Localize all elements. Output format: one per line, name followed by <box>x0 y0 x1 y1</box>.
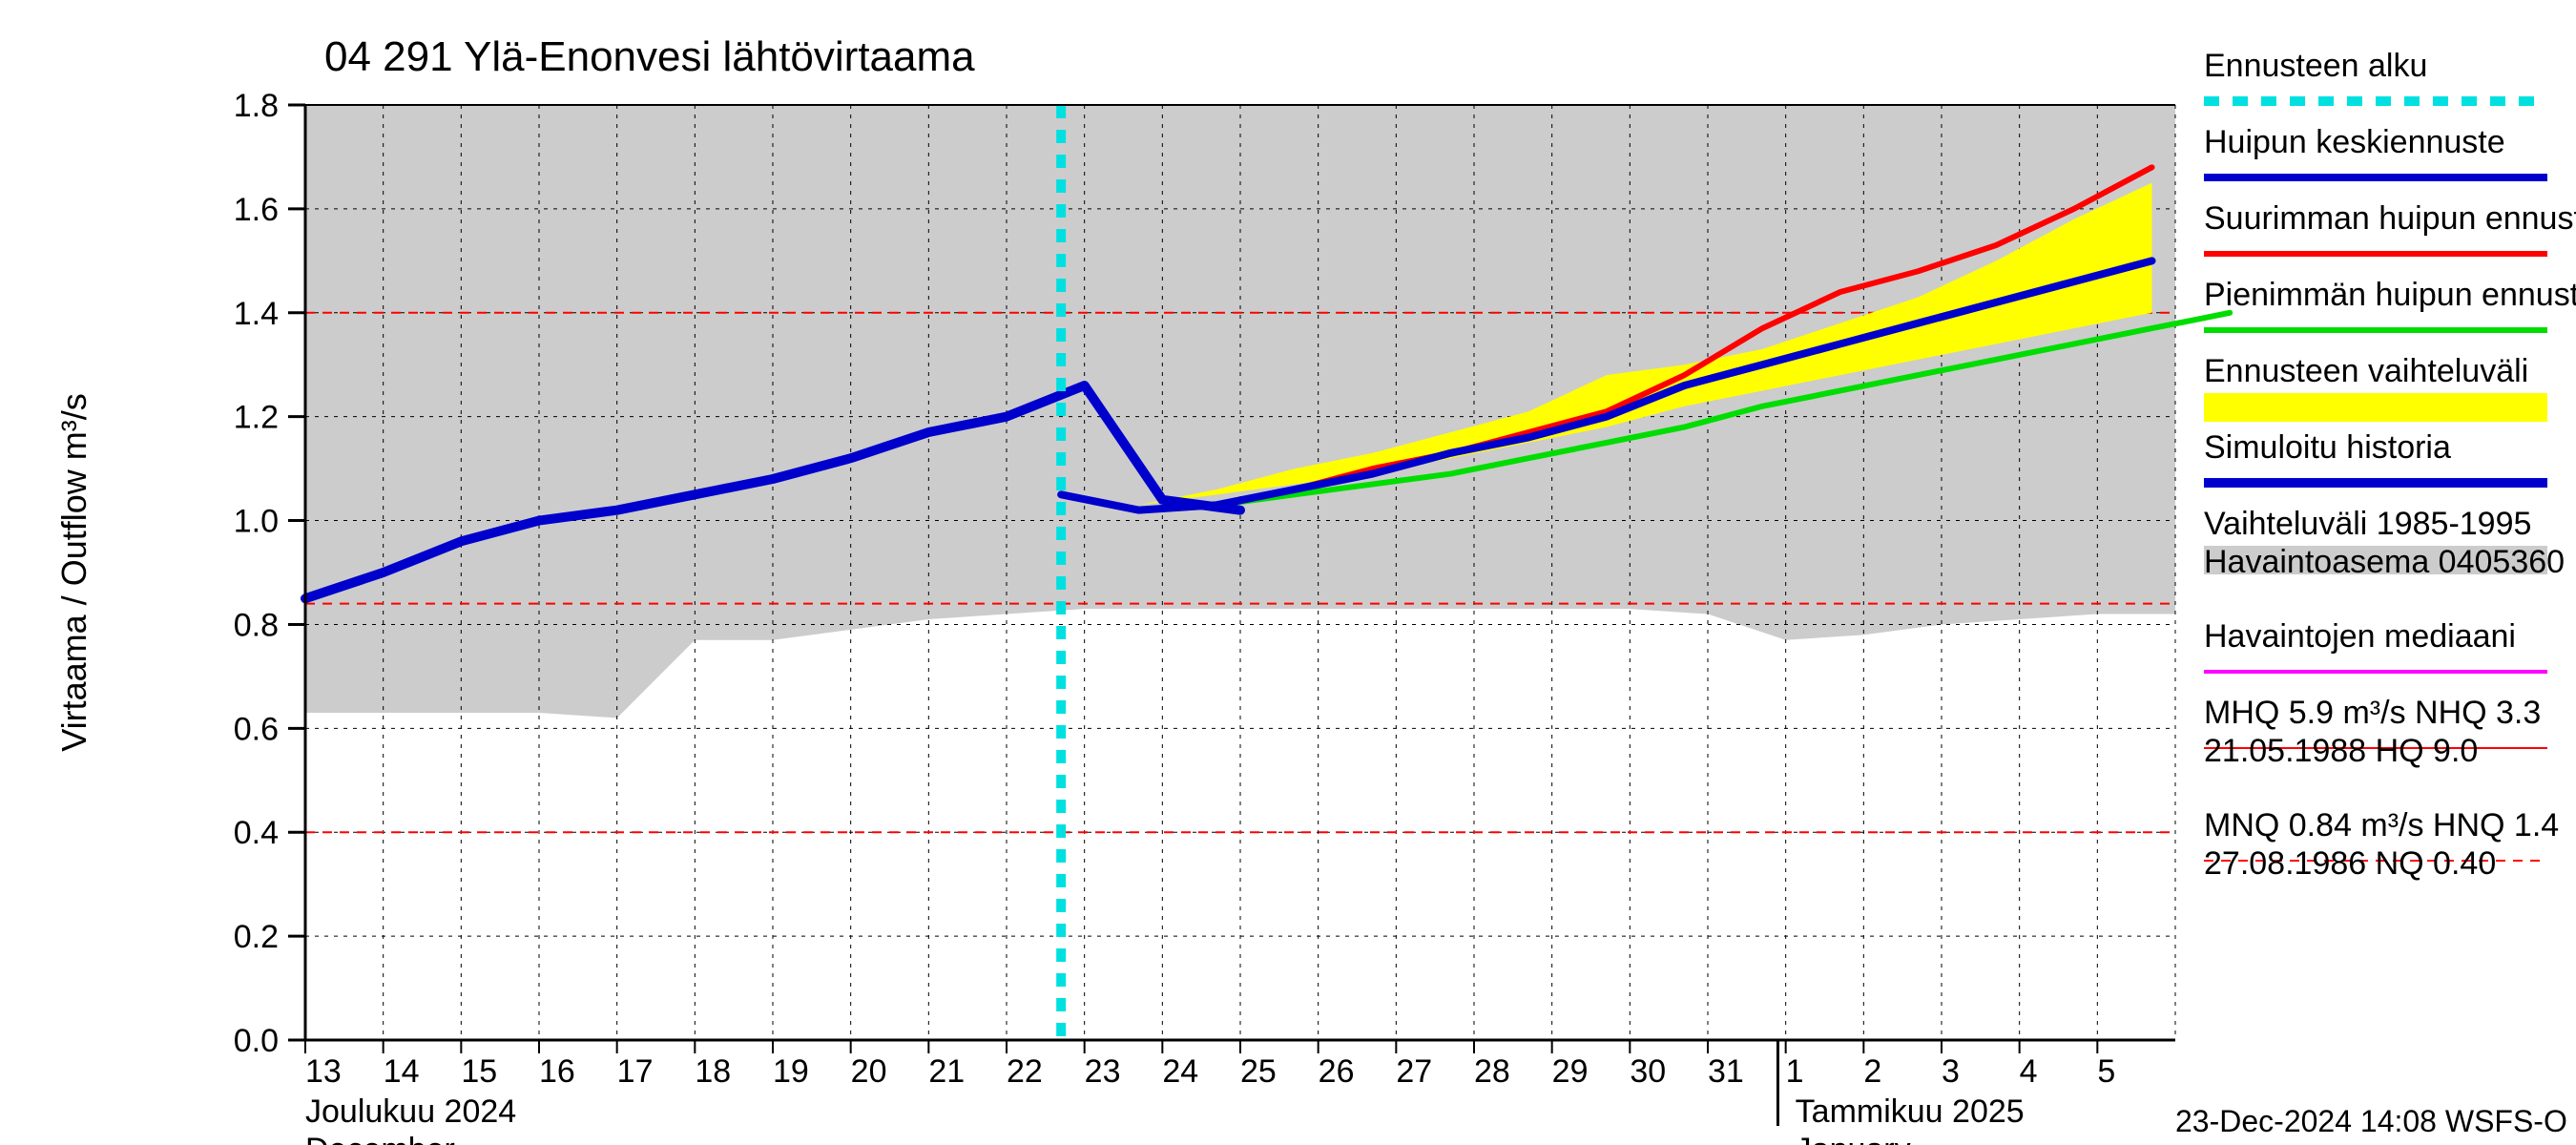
legend-label-4: Ennusteen vaihteluväli <box>2204 353 2528 389</box>
svg-text:0.8: 0.8 <box>234 607 279 643</box>
legend-label-9: MNQ 0.84 m³/s HNQ 1.4 <box>2204 807 2559 843</box>
svg-text:15: 15 <box>461 1053 497 1090</box>
legend-label-1: Huipun keskiennuste <box>2204 124 2505 160</box>
svg-text:22: 22 <box>1007 1053 1043 1090</box>
month1-fi: Joulukuu 2024 <box>305 1093 516 1130</box>
svg-text:25: 25 <box>1240 1053 1277 1090</box>
svg-text:0.0: 0.0 <box>234 1023 279 1059</box>
svg-text:29: 29 <box>1552 1053 1589 1090</box>
month1-en: December <box>305 1132 455 1145</box>
legend-label-3: Pienimmän huipun ennuste <box>2204 277 2576 313</box>
svg-text:5: 5 <box>2097 1053 2115 1090</box>
legend-label-2: Suurimman huipun ennuste <box>2204 200 2576 237</box>
svg-text:2: 2 <box>1863 1053 1881 1090</box>
month2-en: January <box>1796 1132 1911 1145</box>
svg-text:23: 23 <box>1085 1053 1121 1090</box>
legend-label-6: Vaihteluväli 1985-1995 <box>2204 506 2531 542</box>
svg-text:0.4: 0.4 <box>234 815 279 851</box>
svg-text:28: 28 <box>1474 1053 1510 1090</box>
chart-title: 04 291 Ylä-Enonvesi lähtövirtaama <box>324 33 975 80</box>
svg-text:1.0: 1.0 <box>234 504 279 540</box>
svg-text:13: 13 <box>305 1053 342 1090</box>
svg-text:1.8: 1.8 <box>234 88 279 124</box>
svg-text:19: 19 <box>773 1053 809 1090</box>
chart-footer: 23-Dec-2024 14:08 WSFS-O <box>2175 1104 2567 1138</box>
svg-text:21: 21 <box>928 1053 965 1090</box>
svg-text:4: 4 <box>2020 1053 2038 1090</box>
svg-text:0.2: 0.2 <box>234 919 279 955</box>
svg-text:31: 31 <box>1708 1053 1744 1090</box>
svg-text:18: 18 <box>695 1053 731 1090</box>
svg-text:17: 17 <box>617 1053 654 1090</box>
month2-fi: Tammikuu 2025 <box>1796 1093 2025 1130</box>
legend-label2-6: Havaintoasema 0405360 <box>2204 544 2565 580</box>
svg-text:14: 14 <box>384 1053 420 1090</box>
legend-label-8: MHQ 5.9 m³/s NHQ 3.3 <box>2204 695 2541 731</box>
svg-text:1.4: 1.4 <box>234 296 279 332</box>
svg-text:1: 1 <box>1786 1053 1804 1090</box>
svg-text:26: 26 <box>1319 1053 1355 1090</box>
svg-text:0.6: 0.6 <box>234 711 279 747</box>
svg-text:3: 3 <box>1942 1053 1960 1090</box>
svg-text:24: 24 <box>1162 1053 1198 1090</box>
legend-label-5: Simuloitu historia <box>2204 429 2451 466</box>
svg-text:27: 27 <box>1396 1053 1432 1090</box>
svg-text:20: 20 <box>851 1053 887 1090</box>
svg-text:1.2: 1.2 <box>234 400 279 436</box>
legend-label-7: Havaintojen mediaani <box>2204 618 2516 655</box>
legend-label2-8: 21.05.1988 HQ 9.0 <box>2204 733 2478 769</box>
y-axis-label: Virtaama / Outflow m³/s <box>54 393 93 751</box>
chart-svg: 0.00.20.40.60.81.01.21.41.61.81314151617… <box>0 0 2576 1145</box>
legend-swatch-4 <box>2204 393 2547 422</box>
svg-text:1.6: 1.6 <box>234 192 279 228</box>
legend-label-0: Ennusteen alku <box>2204 48 2427 84</box>
svg-text:16: 16 <box>539 1053 575 1090</box>
outflow-forecast-chart: 0.00.20.40.60.81.01.21.41.61.81314151617… <box>0 0 2576 1145</box>
svg-text:30: 30 <box>1630 1053 1666 1090</box>
legend-label2-9: 27.08.1986 NQ 0.40 <box>2204 845 2496 882</box>
